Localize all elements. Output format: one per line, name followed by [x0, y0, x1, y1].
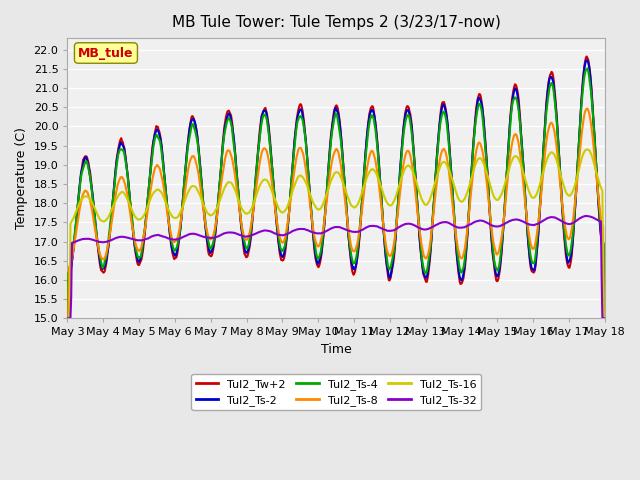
Tul2_Tw+2: [183, 148, 191, 154]
Tul2_Ts-2: [129, 222, 136, 228]
Tul2_Ts-8: [417, 237, 425, 243]
Tul2_Ts-4: [63, 315, 71, 321]
Tul2_Ts-16: [601, 315, 609, 321]
Tul2_Ts-2: [417, 249, 425, 255]
Title: MB Tule Tower: Tule Temps 2 (3/23/17-now): MB Tule Tower: Tule Temps 2 (3/23/17-now…: [172, 15, 500, 30]
Tul2_Ts-4: [417, 243, 425, 249]
Tul2_Ts-16: [417, 194, 425, 200]
Tul2_Ts-16: [63, 315, 71, 321]
Tul2_Tw+2: [583, 54, 591, 60]
Tul2_Ts-32: [63, 315, 71, 321]
Tul2_Tw+2: [401, 110, 409, 116]
Tul2_Ts-4: [584, 66, 591, 72]
Tul2_Ts-16: [583, 146, 591, 152]
Tul2_Ts-32: [417, 226, 425, 231]
Tul2_Ts-8: [74, 222, 81, 228]
Text: MB_tule: MB_tule: [78, 47, 134, 60]
Line: Tul2_Ts-2: Tul2_Ts-2: [67, 60, 605, 318]
Tul2_Ts-2: [582, 58, 590, 63]
Tul2_Ts-4: [183, 153, 191, 158]
Tul2_Tw+2: [74, 210, 81, 216]
Tul2_Ts-8: [183, 174, 191, 180]
Line: Tul2_Ts-32: Tul2_Ts-32: [67, 216, 605, 318]
Tul2_Ts-32: [582, 213, 590, 219]
Tul2_Ts-2: [212, 228, 220, 234]
Tul2_Ts-32: [129, 236, 136, 242]
Tul2_Ts-4: [74, 207, 81, 213]
Tul2_Ts-16: [129, 208, 136, 214]
Tul2_Ts-32: [212, 235, 220, 240]
Tul2_Ts-16: [212, 208, 220, 214]
Y-axis label: Temperature (C): Temperature (C): [15, 127, 28, 229]
Line: Tul2_Ts-16: Tul2_Ts-16: [67, 149, 605, 318]
Tul2_Ts-2: [401, 114, 409, 120]
Tul2_Ts-8: [601, 315, 609, 321]
Tul2_Ts-32: [401, 221, 409, 227]
Tul2_Tw+2: [212, 231, 220, 237]
Tul2_Ts-4: [212, 224, 220, 229]
Tul2_Ts-16: [401, 166, 409, 171]
Legend: Tul2_Tw+2, Tul2_Ts-2, Tul2_Ts-4, Tul2_Ts-8, Tul2_Ts-16, Tul2_Ts-32: Tul2_Tw+2, Tul2_Ts-2, Tul2_Ts-4, Tul2_Ts…: [191, 374, 481, 410]
Tul2_Ts-2: [63, 315, 71, 321]
Tul2_Tw+2: [417, 249, 425, 255]
Tul2_Ts-4: [601, 315, 609, 321]
Tul2_Ts-4: [401, 120, 409, 126]
Tul2_Tw+2: [63, 315, 71, 321]
Tul2_Ts-16: [183, 192, 191, 198]
Tul2_Tw+2: [601, 315, 609, 321]
Tul2_Ts-2: [74, 208, 81, 214]
X-axis label: Time: Time: [321, 343, 351, 356]
Tul2_Ts-8: [129, 226, 136, 231]
Tul2_Ts-32: [183, 232, 191, 238]
Tul2_Ts-4: [129, 219, 136, 225]
Tul2_Tw+2: [129, 223, 136, 229]
Tul2_Ts-2: [601, 315, 609, 321]
Tul2_Ts-16: [74, 206, 81, 212]
Tul2_Ts-8: [212, 224, 220, 229]
Tul2_Ts-2: [183, 148, 191, 154]
Tul2_Ts-32: [601, 315, 609, 321]
Line: Tul2_Tw+2: Tul2_Tw+2: [67, 57, 605, 318]
Line: Tul2_Ts-8: Tul2_Ts-8: [67, 108, 605, 318]
Line: Tul2_Ts-4: Tul2_Ts-4: [67, 69, 605, 318]
Tul2_Ts-32: [74, 238, 81, 244]
Tul2_Ts-8: [584, 106, 591, 111]
Tul2_Ts-8: [401, 153, 409, 159]
Tul2_Ts-8: [63, 315, 71, 321]
